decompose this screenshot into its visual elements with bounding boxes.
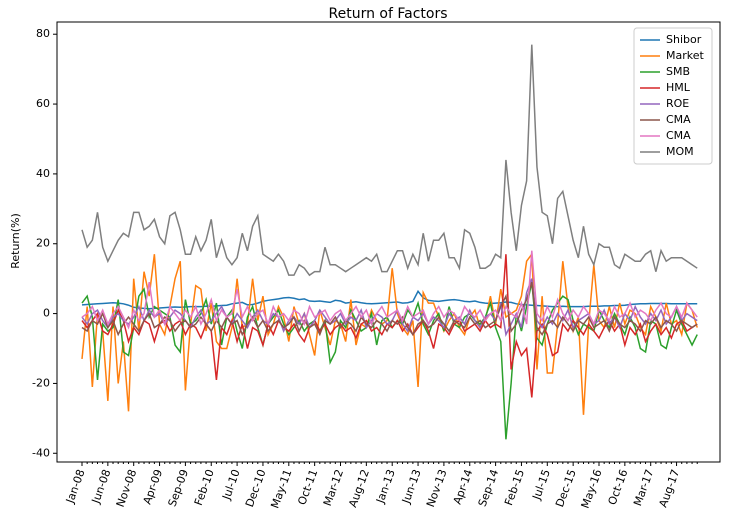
y-tick-label: 20 xyxy=(36,237,50,250)
x-tick-label: Oct-11 xyxy=(295,468,320,507)
x-tick-label: Feb-10 xyxy=(192,468,217,508)
legend-label: Market xyxy=(666,49,704,62)
legend-label: HML xyxy=(666,81,691,94)
legend-label: SMB xyxy=(666,65,690,78)
x-tick-label: Nov-08 xyxy=(114,468,140,509)
series-line xyxy=(81,252,698,415)
x-tick-label: Sep-14 xyxy=(476,468,501,509)
x-tick-label: Apr-14 xyxy=(451,468,476,507)
series-line xyxy=(81,281,698,337)
x-tick-label: Jul-10 xyxy=(219,468,242,503)
legend-box xyxy=(633,27,713,165)
x-tick-label: Jun-08 xyxy=(89,468,114,506)
x-tick-label: Nov-13 xyxy=(424,468,450,509)
x-tick-label: Apr-09 xyxy=(141,468,166,507)
x-tick-label: Aug-12 xyxy=(346,468,372,510)
x-tick-label: Jul-15 xyxy=(530,468,553,503)
x-tick-label: Mar-17 xyxy=(631,468,656,508)
y-tick-label: 60 xyxy=(36,97,50,110)
x-tick-label: Aug-17 xyxy=(656,468,682,510)
x-tick-label: Mar-12 xyxy=(321,468,346,508)
series-line xyxy=(81,44,698,277)
legend-label: ROE xyxy=(666,97,689,110)
y-axis-label: Return(%) xyxy=(9,213,22,269)
x-tick-label: Sep-09 xyxy=(166,468,191,509)
x-tick-label: Jun-13 xyxy=(399,468,424,506)
y-tick-label: 40 xyxy=(36,167,50,180)
y-tick-label: -20 xyxy=(32,376,50,389)
x-tick-label: Jan-13 xyxy=(373,468,398,506)
y-tick-label: 0 xyxy=(43,307,50,320)
y-tick-label: 80 xyxy=(36,27,50,40)
y-tick-label: -40 xyxy=(32,446,50,459)
x-tick-label: May-16 xyxy=(579,468,605,511)
chart-title: Return of Factors xyxy=(329,6,448,22)
x-tick-label: May-11 xyxy=(268,468,294,511)
series-line xyxy=(81,250,698,330)
legend-label: CMA xyxy=(666,129,691,142)
x-tick-label: Dec-10 xyxy=(243,468,269,509)
legend-label: CMA xyxy=(666,113,691,126)
legend-label: MOM xyxy=(666,145,694,158)
legend-label: Shibor xyxy=(666,33,702,46)
x-tick-label: Oct-16 xyxy=(606,468,631,507)
plot-frame xyxy=(56,21,721,463)
x-tick-label: Feb-15 xyxy=(502,468,527,508)
x-tick-label: Dec-15 xyxy=(553,468,579,509)
x-tick-label: Jan-08 xyxy=(63,468,88,506)
